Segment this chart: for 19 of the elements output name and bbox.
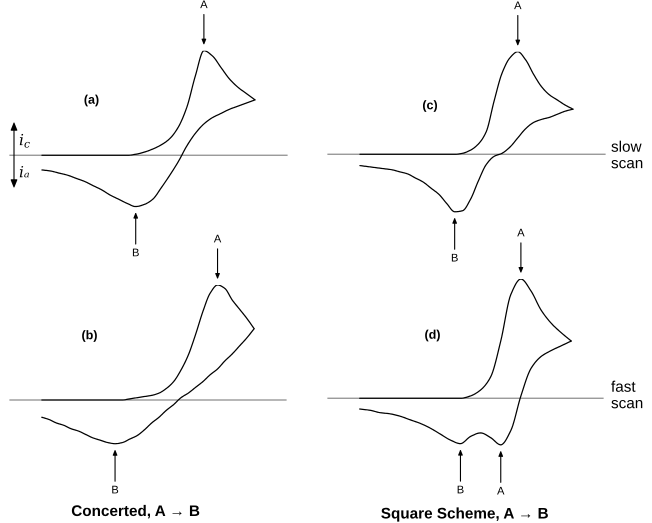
- annotation: B: [452, 254, 458, 262]
- annotation: B: [132, 248, 139, 256]
- text: (c): [422, 100, 438, 112]
- text: Concerted, A → B: [72, 504, 200, 518]
- annotation: A: [214, 234, 222, 242]
- annotation: A: [514, 1, 522, 10]
- text: (b): [82, 330, 97, 342]
- text: iₐ: [20, 166, 29, 178]
- annotation: B: [458, 486, 464, 494]
- text: slow scan: [611, 140, 642, 168]
- text: (d): [425, 330, 440, 342]
- text: Square Scheme, A → B: [381, 507, 548, 522]
- annotation: B: [112, 486, 118, 494]
- text: (a): [84, 94, 99, 106]
- annotation: A: [517, 228, 525, 236]
- text: fast scan: [611, 380, 642, 408]
- annotation: A: [497, 486, 504, 495]
- annotation: A: [200, 0, 208, 8]
- text: i$_{c}$: [20, 134, 30, 148]
